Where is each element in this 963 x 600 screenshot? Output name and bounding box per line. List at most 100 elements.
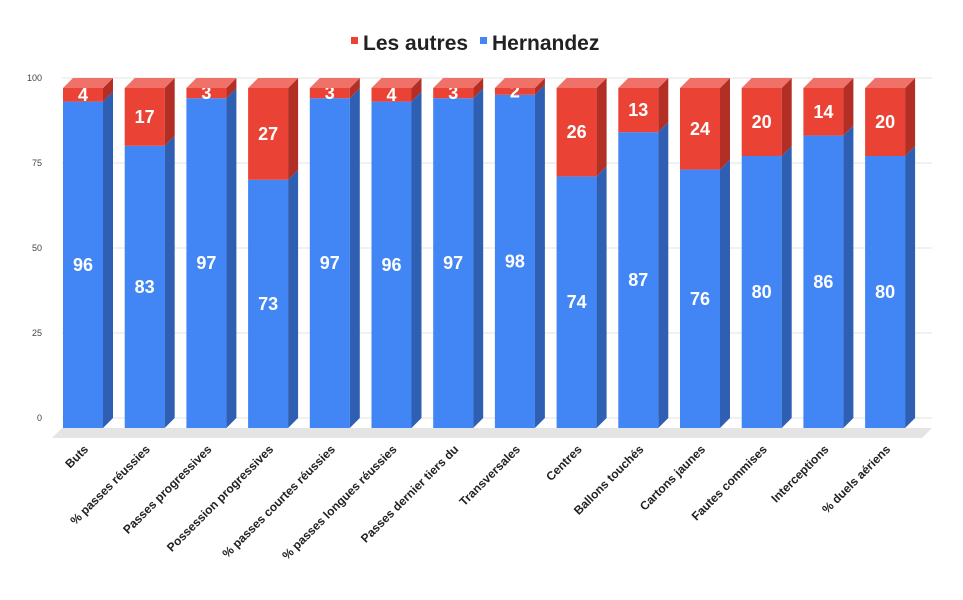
chart-floor	[52, 428, 932, 438]
data-label-hernandez-possession-progressives: 73	[258, 294, 278, 314]
y-tick-label: 0	[37, 413, 42, 423]
bar-front-hernandez-cartons-jaunes	[680, 169, 720, 428]
category-label-buts: Buts	[62, 442, 91, 471]
bar-side-les-autres-passes-courtes-reussies	[349, 78, 360, 99]
bar-front-les-autres-passes-longues-reussies	[371, 88, 412, 102]
bar-side-les-autres-passes-dernier-tiers-du	[473, 78, 484, 99]
y-axis: 0 25 50 75 100	[27, 73, 42, 423]
bar-side-hernandez-buts	[103, 91, 113, 428]
bar-front-les-autres-passes-progressives	[186, 88, 227, 99]
y-tick-label: 50	[32, 243, 42, 253]
bar-top-buts	[63, 78, 113, 88]
y-tick-label: 75	[32, 158, 42, 168]
data-label-hernandez-passes-dernier-tiers-du: 97	[443, 253, 463, 273]
bar-top-possession-progressives	[248, 78, 299, 88]
bar-front-hernandez-transversales	[494, 94, 535, 429]
bar-front-les-autres-centres	[556, 88, 597, 177]
bar-side-hernandez-centres	[596, 166, 607, 428]
category-label-cartons-jaunes: Cartons jaunes	[637, 442, 708, 513]
y-tick-label: 100	[27, 73, 42, 83]
bar-top-interceptions	[803, 78, 854, 88]
legend: Les autres Hernandez	[351, 32, 599, 55]
data-label-les-autres-possession-progressives: 27	[258, 124, 278, 144]
bar-side-les-autres-passes-reussies	[164, 78, 175, 146]
bar-top-passes-courtes-reussies	[309, 78, 360, 88]
data-label-les-autres-fautes-commises: 20	[752, 112, 772, 132]
bar-front-les-autres-cartons-jaunes	[680, 88, 720, 170]
bar-side-hernandez-passes-progressives	[226, 88, 237, 428]
data-label-hernandez-buts: 96	[73, 255, 93, 275]
data-label-hernandez-cartons-jaunes: 76	[690, 289, 710, 309]
bar-front-les-autres-transversales	[494, 88, 535, 95]
category-label-passes-longues-reussies: % passes longues réussies	[279, 442, 399, 562]
bar-top-fautes-commises	[741, 78, 792, 88]
data-label-hernandez-passes-courtes-reussies: 97	[320, 253, 340, 273]
bar-side-hernandez-passes-dernier-tiers-du	[473, 88, 484, 428]
bar-side-hernandez-interceptions	[843, 125, 854, 428]
legend-label-les-autres: Les autres	[363, 32, 468, 55]
bar-side-les-autres-interceptions	[843, 78, 854, 136]
bar-front-les-autres-ballons-touches	[618, 88, 659, 133]
legend-swatch-hernandez	[480, 37, 487, 44]
bar-front-les-autres-interceptions	[803, 88, 844, 136]
data-label-les-autres-ballons-touches: 13	[628, 100, 648, 120]
bar-side-les-autres-fautes-commises	[781, 78, 792, 156]
bar-front-hernandez-ballons-touches	[618, 132, 659, 428]
data-label-hernandez-passes-reussies: 83	[135, 277, 155, 297]
category-label-possession-progressives: Possession progressives	[164, 442, 276, 554]
bar-front-les-autres-passes-dernier-tiers-du	[433, 88, 474, 99]
bar-top-passes-dernier-tiers-du	[433, 78, 484, 88]
bar-top-transversales	[494, 78, 545, 88]
data-label-hernandez-fautes-commises: 80	[752, 282, 772, 302]
legend-swatch-les-autres	[351, 37, 358, 44]
bar-side-les-autres-passes-progressives	[226, 78, 237, 99]
bar-front-hernandez-duels-aeriens	[865, 156, 906, 428]
bars: 96 4 83 17 97 3 73 27 97 3 96 4 97 3 98 2 74 26 87 13 76 24 80…	[63, 78, 916, 429]
bar-front-hernandez-buts	[63, 101, 103, 428]
bar-side-hernandez-cartons-jaunes	[720, 159, 730, 428]
data-label-hernandez-passes-longues-reussies: 96	[381, 255, 401, 275]
data-label-les-autres-passes-reussies: 17	[135, 107, 155, 127]
bar-side-hernandez-possession-progressives	[288, 169, 299, 429]
category-label-passes-courtes-reussies: % passes courtes réussies	[220, 442, 339, 561]
data-label-hernandez-centres: 74	[567, 292, 587, 312]
bar-front-hernandez-fautes-commises	[741, 156, 782, 428]
bar-front-les-autres-passes-courtes-reussies	[309, 88, 350, 99]
bar-top-cartons-jaunes	[680, 78, 730, 88]
bar-side-les-autres-centres	[596, 78, 607, 177]
data-label-les-autres-transversales: 2	[510, 81, 520, 101]
data-label-les-autres-buts: 4	[78, 85, 88, 105]
bar-front-les-autres-duels-aeriens	[865, 88, 906, 156]
bar-side-hernandez-transversales	[534, 84, 545, 429]
data-label-les-autres-cartons-jaunes: 24	[690, 119, 710, 139]
bar-side-hernandez-passes-longues-reussies	[411, 91, 422, 428]
bar-front-hernandez-passes-reussies	[124, 145, 165, 429]
data-label-les-autres-duels-aeriens: 20	[875, 112, 895, 132]
floor-plane	[52, 428, 932, 438]
bar-side-les-autres-passes-longues-reussies	[411, 78, 422, 102]
bar-top-centres	[556, 78, 607, 88]
bar-front-hernandez-passes-dernier-tiers-du	[433, 98, 474, 428]
data-label-les-autres-centres: 26	[567, 122, 587, 142]
bar-side-hernandez-passes-reussies	[164, 135, 175, 429]
bar-side-les-autres-cartons-jaunes	[720, 78, 730, 170]
data-label-les-autres-interceptions: 14	[813, 102, 833, 122]
data-label-hernandez-passes-progressives: 97	[196, 253, 216, 273]
bar-side-hernandez-fautes-commises	[781, 146, 792, 428]
legend-label-hernandez: Hernandez	[492, 32, 599, 55]
bar-front-les-autres-buts	[63, 88, 103, 102]
category-label-interceptions: Interceptions	[768, 442, 831, 505]
bar-front-les-autres-fautes-commises	[741, 88, 782, 156]
bar-side-les-autres-duels-aeriens	[905, 78, 916, 156]
bar-top-passes-longues-reussies	[371, 78, 422, 88]
data-label-les-autres-passes-progressives: 3	[201, 83, 211, 103]
bar-side-hernandez-duels-aeriens	[905, 146, 916, 428]
bar-front-hernandez-passes-courtes-reussies	[309, 98, 350, 428]
category-label-centres: Centres	[543, 442, 585, 484]
data-label-hernandez-ballons-touches: 87	[628, 270, 648, 290]
bar-top-duels-aeriens	[865, 78, 916, 88]
bar-side-les-autres-possession-progressives	[288, 78, 299, 180]
y-tick-label: 25	[32, 328, 42, 338]
bar-side-les-autres-buts	[103, 78, 113, 102]
